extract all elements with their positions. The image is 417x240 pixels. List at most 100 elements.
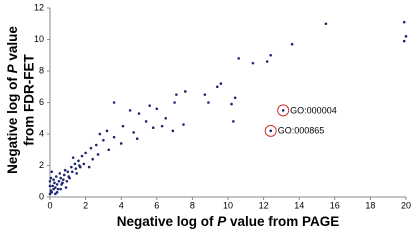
point xyxy=(105,129,109,133)
point xyxy=(219,82,223,85)
point xyxy=(98,132,102,136)
y-tick-label: 2 xyxy=(39,160,44,170)
point xyxy=(94,143,98,147)
point xyxy=(203,93,207,96)
point xyxy=(164,116,167,120)
point xyxy=(87,165,91,169)
point xyxy=(55,183,59,186)
point xyxy=(49,176,53,180)
annotation-box xyxy=(289,103,340,117)
point xyxy=(78,164,81,167)
point xyxy=(55,190,59,194)
point xyxy=(155,107,159,111)
point xyxy=(82,162,86,166)
point xyxy=(230,102,233,106)
x-tick-label: 16 xyxy=(330,200,340,210)
point xyxy=(91,157,95,161)
x-tick-label: 14 xyxy=(294,200,304,210)
x-tick-label: 10 xyxy=(223,200,233,210)
point xyxy=(324,22,328,26)
point xyxy=(66,170,70,174)
y-axis-label: Negative log of P value from FDR-FET xyxy=(5,26,37,174)
point xyxy=(175,93,178,96)
point xyxy=(232,120,235,123)
point xyxy=(70,165,73,169)
point xyxy=(148,104,151,107)
point xyxy=(80,154,84,158)
point xyxy=(84,151,87,155)
point xyxy=(128,109,132,112)
point xyxy=(96,153,100,156)
point xyxy=(135,137,139,141)
point xyxy=(112,135,116,139)
point xyxy=(107,148,111,152)
x-tick-label: 0 xyxy=(47,200,52,210)
point xyxy=(402,39,406,43)
point xyxy=(173,101,176,104)
point xyxy=(70,170,74,174)
point xyxy=(151,126,155,129)
point xyxy=(89,146,93,150)
y-tick-label: 12 xyxy=(34,2,44,12)
x-tick-label: 6 xyxy=(154,200,159,210)
y-tick-label: 0 xyxy=(39,191,44,201)
point xyxy=(48,192,52,196)
point xyxy=(233,96,237,100)
point xyxy=(60,183,63,186)
point xyxy=(58,172,62,175)
annotation-circle xyxy=(264,124,277,137)
point xyxy=(51,184,54,188)
point xyxy=(119,142,123,145)
point xyxy=(132,131,135,134)
point xyxy=(216,85,219,89)
point xyxy=(52,178,55,181)
y-tick-label: 8 xyxy=(39,65,44,75)
point xyxy=(54,175,58,178)
point xyxy=(183,90,187,93)
point xyxy=(54,186,57,189)
point xyxy=(59,187,62,191)
y-tick-label: 10 xyxy=(34,34,44,44)
point xyxy=(62,178,65,181)
point xyxy=(121,124,125,128)
point xyxy=(62,173,66,177)
x-tick-label: 8 xyxy=(190,200,195,210)
point xyxy=(64,186,68,189)
point xyxy=(237,57,240,60)
x-tick-label: 18 xyxy=(365,200,375,210)
point xyxy=(160,124,164,128)
point xyxy=(290,42,294,46)
x-tick-label: 4 xyxy=(119,200,124,210)
point xyxy=(57,179,61,183)
point xyxy=(144,120,148,123)
annotation-box xyxy=(276,124,327,138)
point xyxy=(73,162,77,166)
point xyxy=(63,168,67,172)
point xyxy=(54,192,57,196)
point xyxy=(251,61,255,65)
annotation-label: GO:000004 xyxy=(290,105,337,115)
point xyxy=(59,176,62,180)
point xyxy=(402,20,406,24)
x-tick-label: 12 xyxy=(259,200,269,210)
point xyxy=(52,187,55,191)
point xyxy=(265,60,269,63)
y-label-line: from FDR-FET xyxy=(22,54,37,146)
point xyxy=(48,179,52,183)
y-tick-label: 4 xyxy=(39,128,44,138)
point xyxy=(56,187,60,191)
x-axis-label: Negative log of P value from PAGE xyxy=(117,214,340,229)
point xyxy=(74,167,78,170)
annotation-label: GO:000865 xyxy=(278,126,325,136)
y-label-line: Negative log of P value xyxy=(5,26,20,174)
point xyxy=(48,184,52,188)
x-tick-label: 2 xyxy=(83,200,88,210)
point xyxy=(53,181,56,185)
point xyxy=(50,170,54,174)
x-tick-label: 20 xyxy=(401,200,411,210)
point xyxy=(182,123,185,126)
point xyxy=(49,189,53,192)
point xyxy=(207,101,210,104)
annotation-circle xyxy=(277,104,290,117)
